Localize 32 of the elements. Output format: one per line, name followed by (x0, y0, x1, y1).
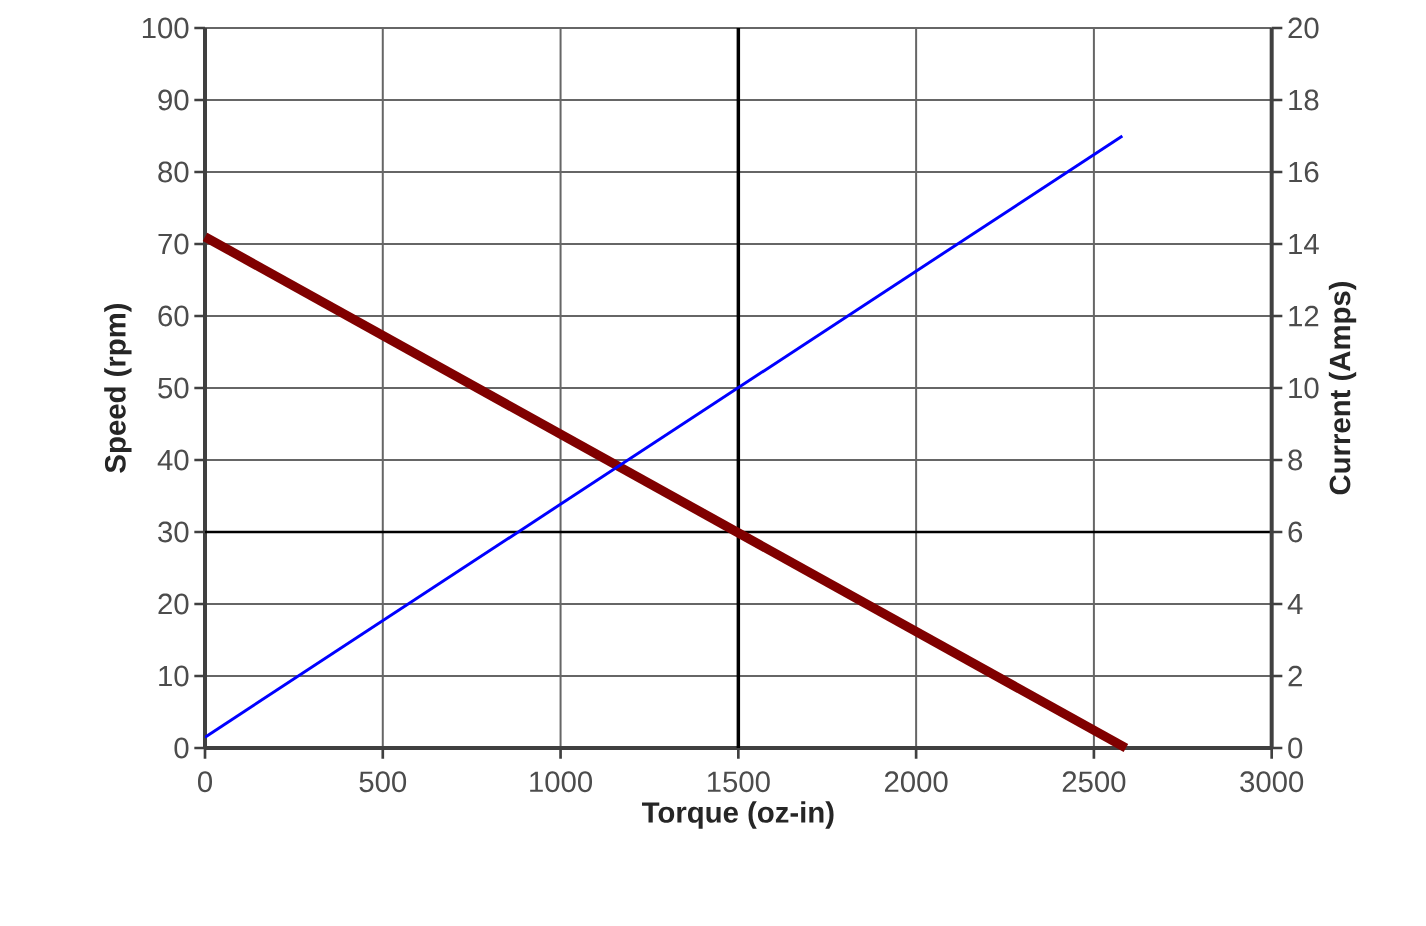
y-tick-label: 100 (142, 17, 189, 39)
x-tick-label: 1000 (530, 771, 593, 793)
x-tick-label: 2000 (884, 771, 948, 793)
y-tick-label: 90 (158, 89, 189, 111)
y2-tick-label: 14 (1289, 233, 1319, 255)
y-tick-label: 70 (158, 233, 189, 255)
y2-tick-label: 0 (1288, 737, 1303, 759)
x-tick-label: 500 (359, 771, 407, 793)
y2-tick-label: 16 (1289, 161, 1319, 183)
y-tick-label: 80 (158, 161, 189, 183)
y2-tick-label: 6 (1288, 521, 1303, 543)
y-tick-label: 20 (158, 593, 189, 615)
y-tick-label: 0 (174, 737, 189, 759)
y-tick-label: 50 (158, 377, 189, 399)
y2-tick-label: 10 (1289, 377, 1319, 399)
x-tick-label: 2500 (1062, 771, 1126, 793)
y2-tick-label: 4 (1287, 593, 1303, 615)
y-tick-label: 10 (159, 665, 189, 687)
y2-tick-label: 8 (1288, 449, 1303, 471)
y-axis-title: Speed (rpm) (104, 303, 132, 473)
y2-tick-label: 18 (1289, 89, 1319, 111)
y2-tick-label: 20 (1288, 17, 1319, 39)
y2-axis-title: Current (Amps) (1328, 281, 1357, 495)
y2-tick-label: 12 (1289, 305, 1319, 327)
y-tick-label: 40 (157, 449, 189, 471)
x-tick-label: 0 (198, 771, 213, 793)
x-axis-title: Torque (oz-in) (642, 801, 834, 829)
x-tick-label: 3000 (1240, 771, 1304, 793)
x-tick-label: 1500 (707, 771, 770, 793)
y-tick-label: 30 (158, 521, 189, 543)
y2-tick-label: 2 (1288, 665, 1302, 687)
y-tick-label: 60 (158, 305, 189, 327)
